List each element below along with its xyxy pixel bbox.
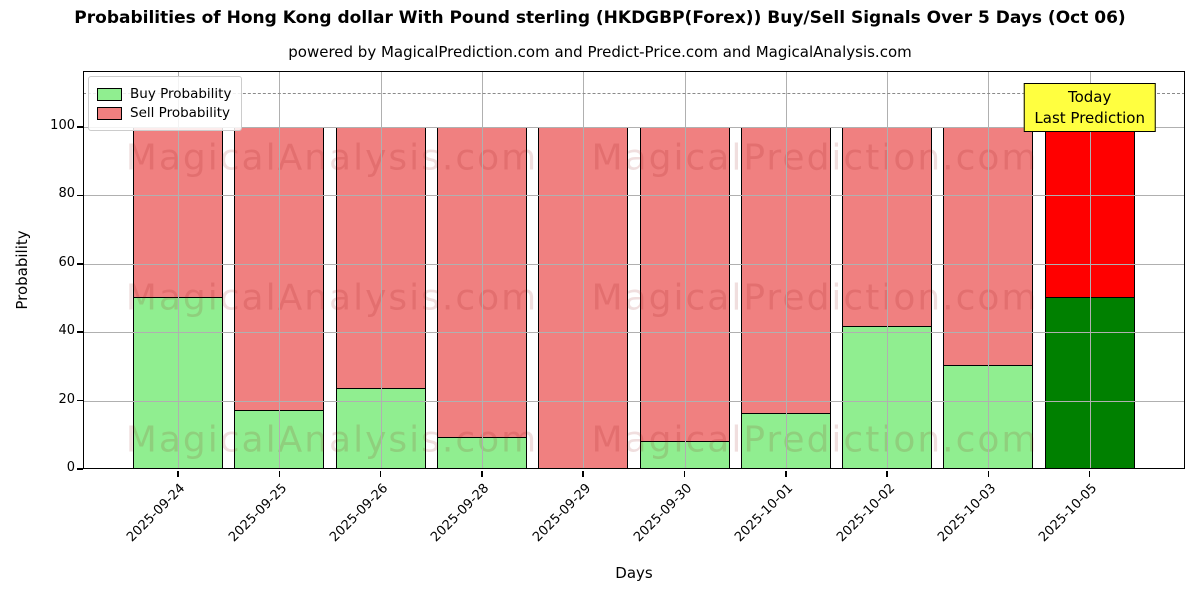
h-gridline xyxy=(83,127,1185,128)
legend-swatch xyxy=(97,106,122,120)
h-gridline xyxy=(83,263,1185,265)
x-tick-mark xyxy=(379,470,382,477)
v-gridline xyxy=(684,71,686,469)
y-tick-label: 0 xyxy=(66,460,75,475)
today-annotation-line1: Today xyxy=(1067,88,1112,106)
x-tick-label: 2025-10-02 xyxy=(833,481,898,546)
y-tick-label: 60 xyxy=(58,254,75,270)
x-tick-label: 2025-09-26 xyxy=(327,481,392,546)
chart-title: Probabilities of Hong Kong dollar With P… xyxy=(74,8,1126,28)
x-tick-mark xyxy=(987,470,990,477)
chart-subtitle: powered by MagicalPrediction.com and Pre… xyxy=(288,43,912,61)
v-gridline xyxy=(178,71,179,469)
x-tick-label: 2025-10-05 xyxy=(1036,481,1101,546)
y-tick-mark xyxy=(77,126,83,128)
x-tick-label: 2025-09-25 xyxy=(225,481,290,546)
legend-swatch xyxy=(97,87,122,101)
y-tick-label: 80 xyxy=(58,186,75,202)
v-gridline xyxy=(481,71,483,469)
v-gridline xyxy=(380,71,382,469)
y-tick-mark xyxy=(77,399,83,402)
v-gridline xyxy=(988,71,990,469)
today-annotation-line2: Last Prediction xyxy=(1034,108,1145,127)
x-axis-label: Days xyxy=(615,564,653,582)
h-gridline xyxy=(83,195,1185,197)
watermark-text: MagicalAnalysis.com xyxy=(125,137,539,179)
v-gridline xyxy=(583,71,585,469)
y-tick-mark xyxy=(77,331,83,333)
x-tick-label: 2025-10-03 xyxy=(934,481,1000,546)
x-tick-mark xyxy=(886,470,888,477)
legend-item: Sell Probability xyxy=(97,105,231,121)
x-tick-label: 2025-09-29 xyxy=(529,481,594,546)
x-tick-mark xyxy=(177,470,179,477)
legend-item: Buy Probability xyxy=(97,86,231,102)
today-annotation: Today Last Prediction xyxy=(1023,83,1156,133)
x-tick-mark xyxy=(278,470,281,477)
v-gridline xyxy=(785,71,787,469)
x-tick-mark xyxy=(785,470,787,477)
legend-item-label: Sell Probability xyxy=(130,105,231,121)
watermark-text: MagicalPrediction.com xyxy=(591,419,1039,461)
x-tick-label: 2025-09-24 xyxy=(124,481,189,546)
plot-area: MagicalAnalysis.com MagicalPrediction.com… xyxy=(83,71,1185,469)
h-gridline xyxy=(83,332,1185,334)
y-tick-mark xyxy=(77,468,83,470)
watermark-text: MagicalPrediction.com xyxy=(591,137,1039,179)
x-tick-label: 2025-10-01 xyxy=(732,481,797,546)
watermark-text: MagicalAnalysis.com xyxy=(125,419,539,461)
legend: Buy Probability Sell Probability xyxy=(88,76,243,131)
y-tick-mark xyxy=(77,263,83,265)
watermark-text: MagicalPrediction.com xyxy=(591,277,1039,319)
y-tick-label: 20 xyxy=(58,391,75,407)
v-gridline xyxy=(279,71,281,469)
x-tick-label: 2025-09-30 xyxy=(631,481,696,546)
y-axis-label: Probability xyxy=(13,230,31,310)
x-tick-mark xyxy=(582,470,584,477)
threshold-dashed-line xyxy=(83,92,1185,94)
watermark-text: MagicalAnalysis.com xyxy=(125,277,539,319)
y-tick-label: 100 xyxy=(50,118,75,133)
legend-item-label: Buy Probability xyxy=(130,86,232,102)
v-gridline xyxy=(887,71,889,469)
v-gridline xyxy=(1089,71,1091,469)
h-gridline xyxy=(83,400,1185,402)
x-tick-mark xyxy=(1088,470,1091,477)
x-tick-mark xyxy=(481,470,483,477)
y-tick-mark xyxy=(77,194,83,197)
y-tick-label: 40 xyxy=(58,323,75,339)
x-tick-label: 2025-09-28 xyxy=(428,481,493,546)
x-tick-mark xyxy=(683,470,686,477)
